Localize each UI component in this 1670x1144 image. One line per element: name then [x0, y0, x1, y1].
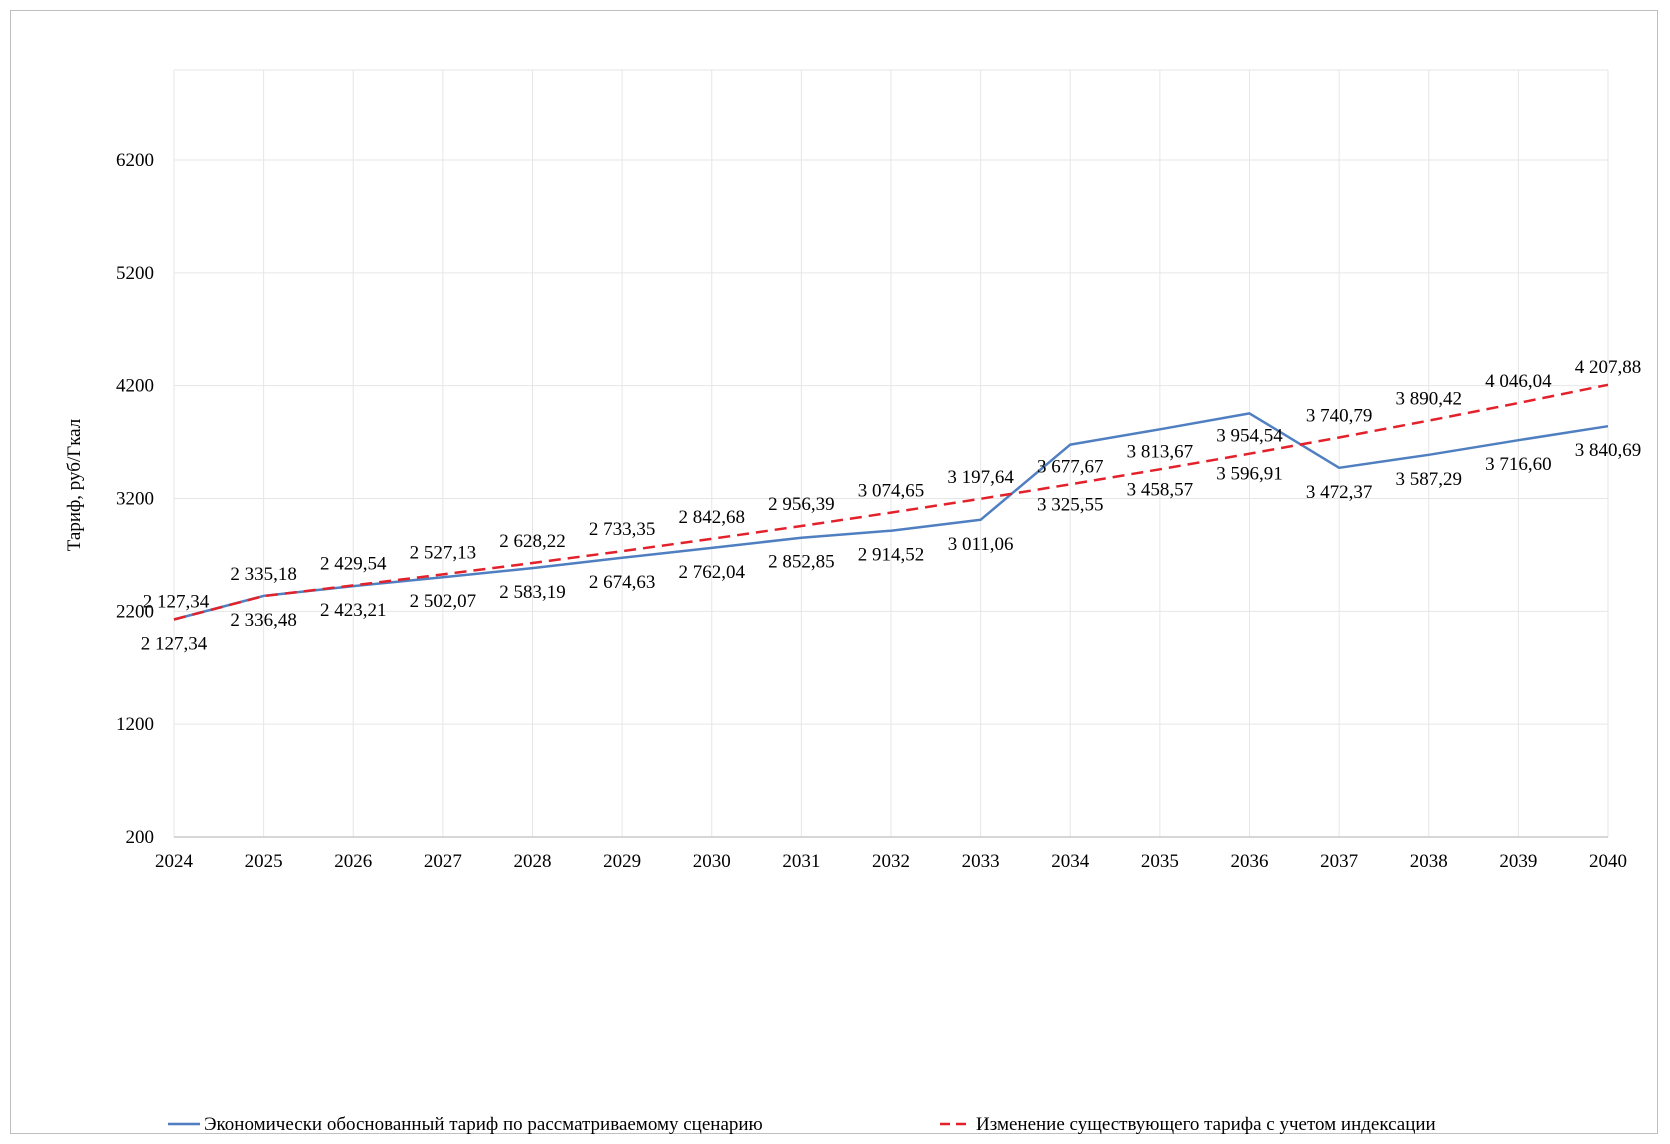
x-tick-label: 2031	[782, 851, 820, 872]
data-label-series-2: 2 956,39	[768, 494, 835, 515]
axes: 200 1200 2200 3200 4200 5200 6200 2024 2025 2026 2…	[116, 150, 1627, 872]
series-line-1	[173, 412, 1609, 621]
y-tick-label: 6200	[116, 150, 154, 171]
x-tick-label: 2038	[1410, 851, 1448, 872]
data-label-series-1: 2 127,34	[141, 634, 208, 655]
y-tick-label: 3200	[116, 489, 154, 510]
data-label-series-1: 2 762,04	[679, 562, 746, 583]
x-tick-label: 2037	[1320, 851, 1358, 872]
y-tick-label: 200	[126, 827, 155, 848]
x-tick-label: 2040	[1589, 851, 1627, 872]
x-tick-label: 2036	[1231, 851, 1269, 872]
data-label-series-1: 2 914,52	[858, 545, 925, 566]
data-label-series-2: 3 890,42	[1396, 389, 1463, 410]
x-tick-label: 2028	[514, 851, 552, 872]
x-tick-label: 2034	[1051, 851, 1090, 872]
y-axis-label: Тариф, руб/Гкал	[64, 418, 85, 551]
data-label-series-1: 2 852,85	[768, 552, 835, 573]
chart-frame	[10, 10, 1658, 1134]
legend: Экономически обоснованный тариф по рассм…	[168, 1114, 1436, 1135]
grid	[173, 69, 1609, 837]
data-label-series-1: 2 502,07	[410, 591, 477, 612]
data-label-series-2: 3 074,65	[858, 481, 925, 502]
x-tick-label: 2035	[1141, 851, 1179, 872]
x-tick-label: 2024	[155, 851, 194, 872]
data-label-series-2: 2 127,34	[143, 592, 210, 613]
y-tick-label: 4200	[116, 376, 154, 397]
data-labels: 2 127,34 2 127,34 2 335,18 2 336,48 2 429,54…	[141, 357, 1642, 655]
y-tick-label: 1200	[116, 714, 154, 735]
legend-label-series-2: Изменение существующего тарифа с учетом …	[976, 1114, 1436, 1135]
x-tick-label: 2032	[872, 851, 910, 872]
data-label-series-2: 2 335,18	[230, 564, 297, 585]
data-label-series-2: 3 197,64	[947, 467, 1014, 488]
data-label-series-2: 3 458,57	[1127, 479, 1194, 500]
y-tick-label: 2200	[116, 601, 154, 622]
x-tick-label: 2033	[962, 851, 1000, 872]
x-tick-label: 2026	[334, 851, 372, 872]
data-label-series-2: 2 733,35	[589, 519, 656, 540]
data-label-series-1: 3 716,60	[1485, 454, 1552, 475]
x-tick-label: 2025	[245, 851, 283, 872]
data-label-series-1: 2 674,63	[589, 572, 656, 593]
data-label-series-1: 2 336,48	[230, 610, 297, 631]
data-label-series-1: 3 677,67	[1037, 457, 1104, 478]
x-tick-label: 2029	[603, 851, 641, 872]
x-tick-label: 2039	[1499, 851, 1537, 872]
data-label-series-1: 2 583,19	[499, 582, 566, 603]
data-label-series-2: 2 429,54	[320, 553, 387, 574]
data-label-series-2: 3 740,79	[1306, 405, 1373, 426]
data-label-series-1: 3 954,54	[1216, 425, 1283, 446]
data-label-series-2: 2 628,22	[499, 531, 566, 552]
series-line-2	[173, 383, 1609, 621]
series	[173, 383, 1609, 621]
data-label-series-1: 3 840,69	[1575, 440, 1642, 461]
data-label-series-2: 2 527,13	[410, 542, 477, 563]
data-label-series-1: 3 813,67	[1127, 441, 1194, 462]
legend-label-series-1: Экономически обоснованный тариф по рассм…	[204, 1114, 763, 1135]
y-tick-label: 5200	[116, 263, 154, 284]
x-tick-label: 2027	[424, 851, 462, 872]
data-label-series-2: 4 046,04	[1485, 371, 1552, 392]
data-label-series-2: 3 596,91	[1216, 464, 1283, 485]
x-tick-label: 2030	[693, 851, 731, 872]
data-label-series-1: 3 587,29	[1396, 469, 1463, 490]
data-label-series-1: 3 472,37	[1306, 482, 1373, 503]
data-label-series-1: 3 011,06	[948, 534, 1014, 555]
data-label-series-2: 4 207,88	[1575, 357, 1642, 378]
data-label-series-2: 3 325,55	[1037, 494, 1104, 515]
data-label-series-2: 2 842,68	[679, 507, 746, 528]
data-label-series-1: 2 423,21	[320, 600, 387, 621]
